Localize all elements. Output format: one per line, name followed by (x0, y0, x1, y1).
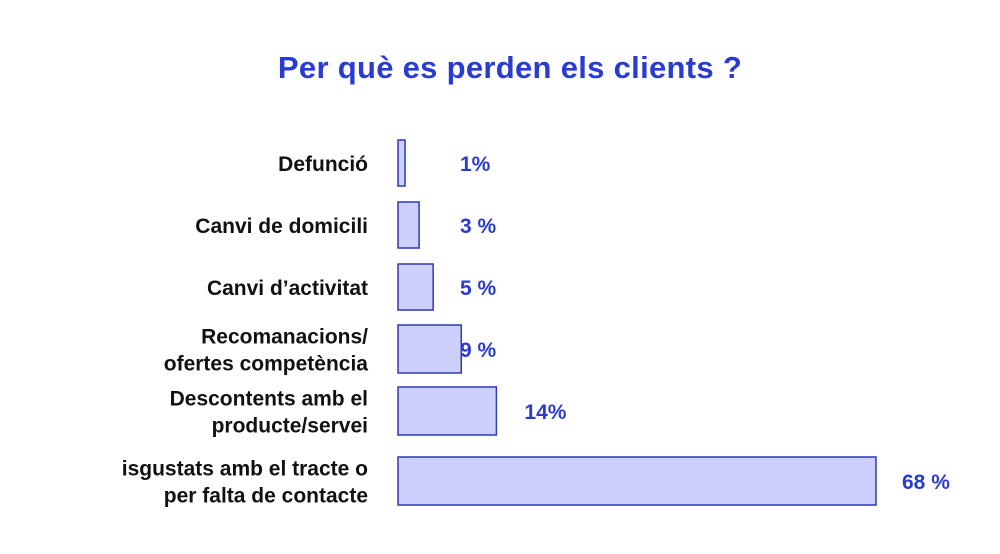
category-label-1: Canvi de domicili (195, 215, 368, 238)
category-labels-group: Defunció Canvi de domicili Canvi d’activit… (122, 153, 369, 508)
bar-3 (397, 324, 463, 374)
bar-2 (397, 263, 434, 311)
chart-title: Per què es perden els clients ? (277, 50, 743, 85)
bar-1 (397, 201, 420, 249)
category-label-3: Recomanacions/ofertes competència (164, 326, 369, 376)
category-label-line: Descontents amb el (170, 388, 368, 411)
value-label-5: 68 % (902, 471, 950, 494)
category-label-line: Defunció (278, 153, 368, 176)
category-label-line: ofertes competència (164, 353, 369, 376)
value-label-1: 3 % (460, 215, 497, 238)
category-label-5: isgustats amb el tracte o per falta de co… (122, 458, 368, 508)
bar-5 (397, 456, 877, 506)
value-labels-group: 1% 3 % 5 % 9 % 14% 68 % (460, 153, 950, 494)
category-label-line: producte/servei (212, 415, 368, 438)
bar-0 (397, 139, 406, 187)
bar-4 (397, 386, 498, 436)
category-label-line: Canvi de domicili (195, 215, 368, 238)
category-label-2: Canvi d’activitat (207, 277, 368, 300)
value-label-0: 1% (460, 153, 491, 176)
category-label-line: per falta de contacte (164, 485, 368, 508)
value-label-4: 14% (524, 401, 566, 424)
category-label-4: Descontents amb el producte/servei (170, 388, 368, 438)
value-label-3: 9 % (460, 339, 497, 362)
category-label-line: isgustats amb el tracte o (122, 458, 368, 481)
category-label-line: Canvi d’activitat (207, 277, 368, 300)
category-label-0: Defunció (278, 153, 368, 176)
bars-group (397, 139, 877, 506)
value-label-2: 5 % (460, 277, 497, 300)
category-label-line: Recomanacions/ (201, 326, 368, 349)
